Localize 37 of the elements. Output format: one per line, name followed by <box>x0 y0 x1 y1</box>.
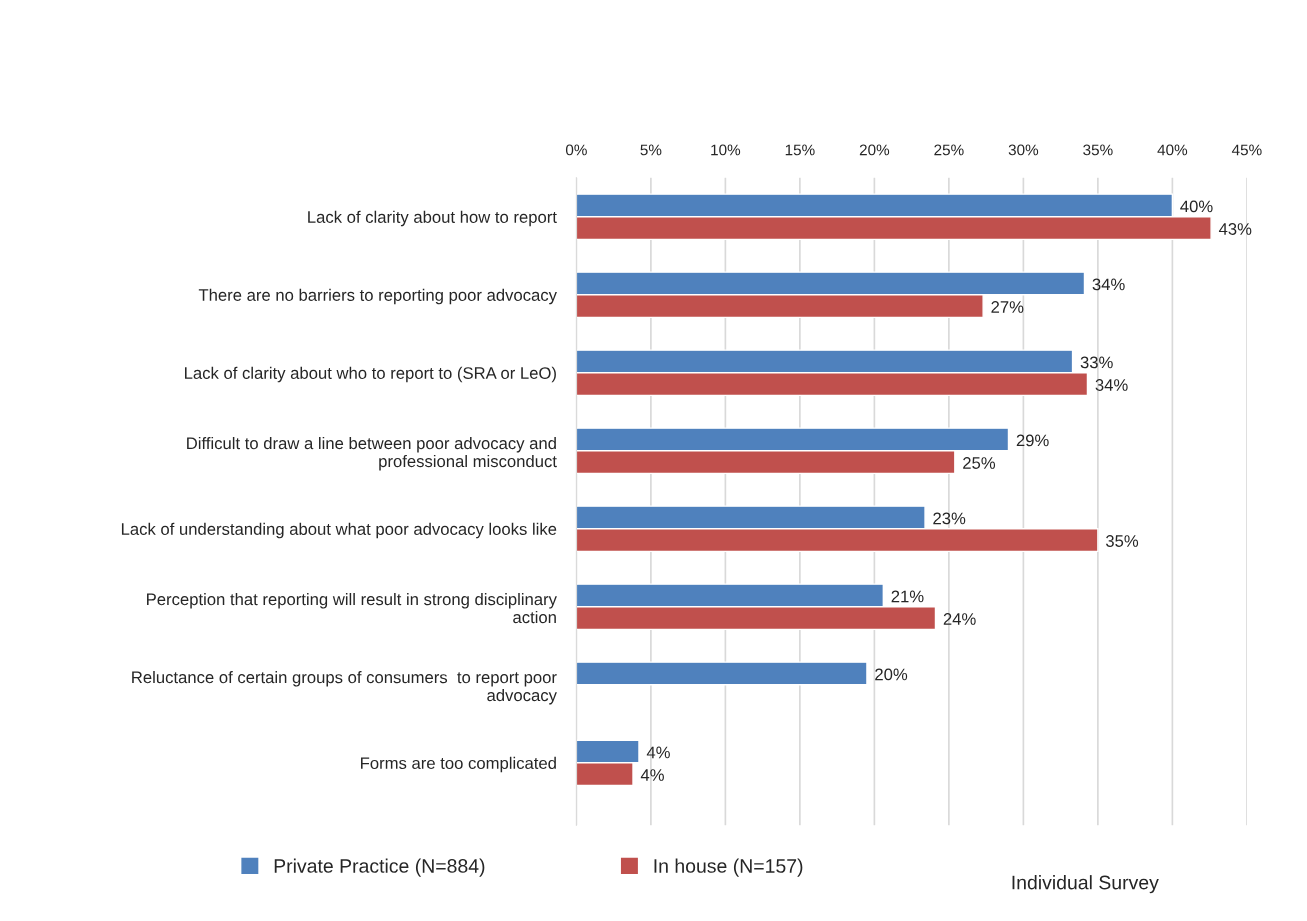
x-tick-label: 35% <box>1083 144 1113 156</box>
text: Individual Survey <box>1012 875 1159 894</box>
data-label: 27% <box>991 301 1024 313</box>
x-tick-label: 0% <box>565 144 587 156</box>
x-tick-label: 25% <box>934 144 964 156</box>
data-label: 4% <box>646 746 670 759</box>
y-tick-label: Lack of clarity about who to report to (SRA or LeO) <box>185 366 556 383</box>
y-tick-label: Lack of understanding about what poor advocacy looks like <box>121 522 557 539</box>
data-label: 34% <box>1095 379 1128 391</box>
data-label: 43% <box>1218 223 1252 235</box>
data-label: 25% <box>963 457 996 469</box>
x-tick-label: 15% <box>785 144 815 156</box>
data-label: 21% <box>891 590 924 603</box>
data-label: 20% <box>875 668 908 681</box>
y-tick-label: Lack of clarity about how to report <box>308 210 557 227</box>
data-label: 24% <box>943 613 976 625</box>
data-label: 34% <box>1092 278 1125 291</box>
y-tick-label: Perception that reporting will result in strong disciplinary action <box>147 592 557 624</box>
data-label: 4% <box>640 769 664 781</box>
y-tick-label: There are no barriers to reporting poor advocacy <box>198 288 557 305</box>
legend-label: In house (N=157) <box>654 858 803 877</box>
x-tick-label: 30% <box>1008 144 1039 156</box>
x-tick-label: 5% <box>640 144 662 156</box>
x-tick-label: 20% <box>859 144 890 156</box>
data-label: 40% <box>1180 200 1213 213</box>
x-tick-label: 40% <box>1157 144 1188 156</box>
bar <box>576 661 868 686</box>
y-tick-label: Reluctance of certain groups of consumers to report poor advocacy <box>132 671 557 705</box>
data-label: 23% <box>933 512 966 525</box>
x-tick-label: 10% <box>711 144 741 156</box>
y-tick-label: Difficult to draw a line between poor advocacy and professional misconduct <box>187 436 557 471</box>
x-tick-label: 45% <box>1231 144 1262 156</box>
data-label: 33% <box>1080 356 1113 369</box>
legend-label: Private Practice (N=884) <box>274 858 485 877</box>
y-tick-label: Forms are too complicated <box>361 756 556 773</box>
data-label: 29% <box>1016 434 1049 447</box>
data-label: 35% <box>1105 535 1139 547</box>
